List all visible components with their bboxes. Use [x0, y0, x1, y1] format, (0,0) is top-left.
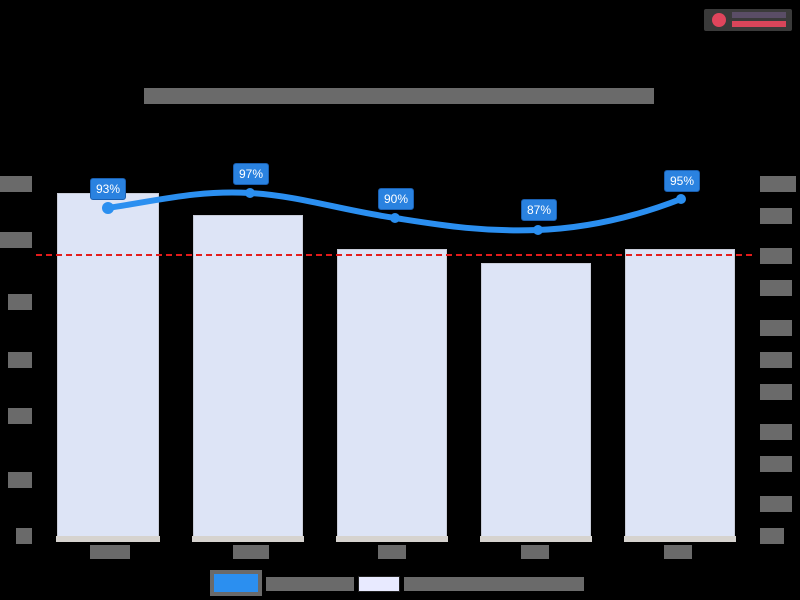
logo-text-bottom	[732, 21, 786, 27]
legend-swatch-bar[interactable]	[358, 576, 400, 592]
bar-4[interactable]	[480, 263, 592, 542]
x-axis-label	[378, 545, 406, 559]
y-axis-left-label	[0, 232, 32, 248]
y-axis-left-label	[16, 528, 32, 544]
reference-line	[36, 254, 752, 256]
x-axis-label	[90, 545, 130, 559]
x-axis-label	[521, 545, 549, 559]
y-axis-left-label	[0, 176, 32, 192]
y-axis-right-label	[760, 496, 792, 512]
legend-label-line[interactable]	[266, 577, 354, 591]
legend-label-bar[interactable]	[404, 577, 584, 591]
y-axis-right-label	[760, 208, 792, 224]
y-axis-right-label	[760, 248, 792, 264]
y-axis-left-label	[8, 352, 32, 368]
y-axis-right-label	[760, 528, 784, 544]
y-axis-left-label	[8, 408, 32, 424]
y-axis-right-label	[760, 456, 792, 472]
logo	[704, 9, 792, 31]
y-axis-left-label	[8, 294, 32, 310]
data-label: 93%	[90, 178, 127, 200]
y-axis-right-label	[760, 352, 792, 368]
y-axis-right-label	[760, 424, 792, 440]
chart-title	[144, 88, 654, 104]
data-label: 90%	[378, 188, 415, 210]
logo-text-top	[732, 12, 786, 18]
bar-5[interactable]	[624, 249, 736, 542]
bar-3[interactable]	[336, 249, 448, 542]
data-label: 87%	[521, 199, 558, 221]
y-axis-right-label	[760, 176, 796, 192]
legend-swatch-line[interactable]	[210, 570, 262, 596]
data-label: 95%	[664, 170, 701, 192]
y-axis-right-label	[760, 320, 792, 336]
data-label: 97%	[233, 163, 270, 185]
y-axis-right-label	[760, 384, 792, 400]
x-axis-label	[233, 545, 269, 559]
x-axis-label	[664, 545, 692, 559]
y-axis-right-label	[760, 280, 792, 296]
legend	[210, 570, 590, 596]
logo-icon	[712, 13, 726, 27]
bar-2[interactable]	[192, 215, 304, 542]
y-axis-left-label	[8, 472, 32, 488]
